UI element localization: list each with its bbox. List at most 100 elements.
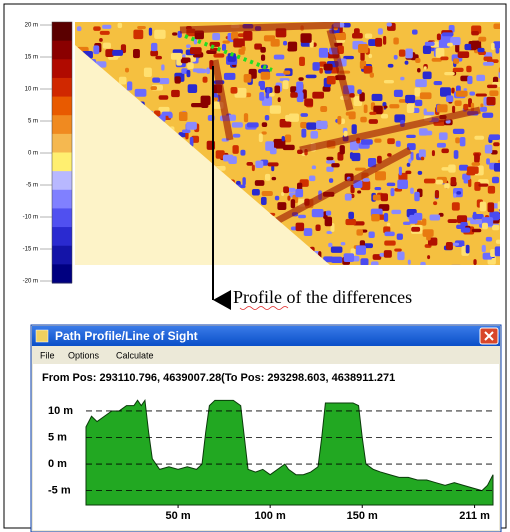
map-block — [491, 43, 495, 50]
map-block — [374, 187, 381, 190]
map-block — [441, 167, 451, 171]
menu-item[interactable]: Calculate — [116, 350, 154, 360]
map-block — [454, 150, 459, 159]
map-block — [300, 33, 311, 43]
map-block — [493, 24, 503, 29]
map-block — [357, 89, 362, 94]
colorbar-band — [52, 171, 72, 190]
map-block — [480, 103, 483, 107]
map-block — [383, 36, 386, 45]
map-block — [255, 180, 265, 186]
map-block — [151, 86, 158, 90]
map-block — [473, 259, 476, 265]
map-block — [418, 171, 423, 175]
colorbar-tick-label: -15 m — [23, 247, 38, 253]
map-block — [329, 178, 333, 183]
map-block — [349, 111, 356, 119]
map-block — [188, 84, 197, 93]
map-block — [430, 215, 441, 221]
map-block — [417, 68, 421, 73]
map-block — [419, 149, 426, 157]
map-block — [476, 93, 487, 96]
map-block — [436, 48, 445, 58]
map-block — [444, 72, 455, 75]
map-block — [452, 202, 460, 210]
map-block — [325, 217, 332, 227]
map-block — [375, 38, 382, 47]
map-block — [265, 115, 269, 121]
map-block — [396, 141, 401, 147]
menu-item[interactable]: Options — [68, 350, 100, 360]
map-block — [448, 219, 458, 223]
map-block — [460, 137, 466, 146]
map-block — [348, 212, 354, 219]
map-block — [309, 175, 315, 181]
map-block — [477, 48, 484, 52]
map-block — [312, 165, 316, 169]
map-block — [186, 44, 191, 48]
map-block — [469, 92, 475, 96]
map-block — [393, 37, 398, 44]
map-block — [300, 113, 308, 117]
map-block — [278, 97, 281, 102]
map-block — [439, 132, 448, 140]
map-block — [446, 95, 453, 102]
map-block — [400, 77, 404, 81]
map-block — [384, 232, 394, 236]
map-block — [466, 66, 471, 72]
map-block — [387, 183, 396, 187]
map-block — [196, 69, 206, 74]
map-block — [345, 194, 352, 201]
map-block — [437, 34, 441, 41]
map-block — [487, 85, 497, 88]
map-block — [472, 162, 481, 166]
map-road — [180, 25, 340, 30]
map-block — [358, 44, 368, 53]
map-block — [190, 47, 202, 54]
colorbar-band — [52, 134, 72, 153]
figure: 20 m15 m10 m5 m0 m-5 m-10 m-15 m-20 m Pr… — [0, 0, 510, 532]
map-block — [270, 105, 281, 113]
map-block — [399, 167, 402, 176]
page: 20 m15 m10 m5 m0 m-5 m-10 m-15 m-20 m Pr… — [0, 0, 510, 532]
map-block — [458, 51, 469, 58]
map-block — [232, 122, 243, 127]
positions: From Pos: 293110.796, 4639007.28(To Pos:… — [42, 372, 395, 384]
map-block — [268, 162, 279, 166]
map-block — [337, 116, 341, 125]
map-block — [326, 157, 333, 161]
map-block — [472, 229, 482, 233]
colorbar-tick-label: -5 m — [26, 183, 38, 189]
map-block — [289, 113, 299, 121]
map-block — [212, 33, 220, 40]
map-block — [274, 55, 285, 60]
map-block — [283, 80, 289, 89]
y-tick-label: -5 m — [48, 485, 71, 497]
map-block — [482, 223, 488, 230]
map-block — [440, 87, 451, 96]
map-block — [355, 168, 366, 171]
map-block — [119, 77, 127, 85]
map-block — [175, 76, 181, 83]
map-block — [306, 75, 317, 79]
map-block — [471, 31, 479, 35]
map-block — [456, 91, 468, 97]
map-block — [331, 257, 342, 263]
map-block — [282, 136, 285, 141]
map-block — [159, 78, 169, 84]
map-block — [415, 87, 421, 96]
map-block — [246, 162, 253, 166]
map-block — [394, 249, 402, 252]
map-block — [474, 136, 484, 140]
map-block — [133, 49, 140, 58]
map-block — [386, 22, 391, 26]
map-block — [290, 92, 298, 97]
menu-item[interactable]: File — [40, 350, 55, 360]
map-block — [203, 77, 208, 83]
map-block — [319, 48, 328, 58]
map-block — [369, 112, 376, 115]
map-block — [310, 131, 318, 139]
map-block — [447, 43, 453, 47]
colorbar-band — [52, 153, 72, 172]
map-block — [356, 229, 363, 235]
